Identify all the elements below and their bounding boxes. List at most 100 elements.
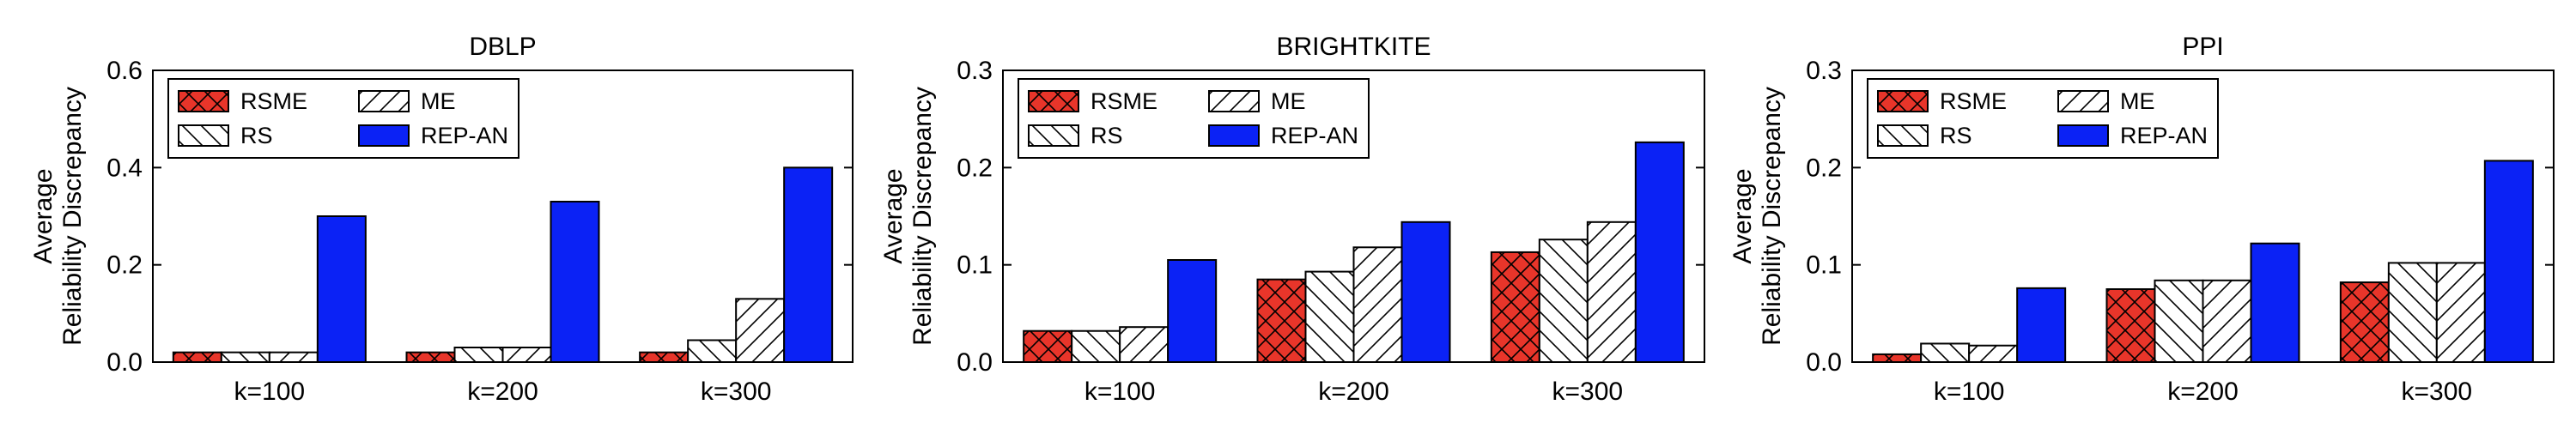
plot-frame: [152, 69, 854, 363]
y-tick-label: 0.0: [1806, 348, 1842, 377]
legend-swatch-rep-an: [358, 124, 410, 147]
legend-label: ME: [2120, 88, 2155, 114]
x-tick-label: k=100: [1084, 378, 1156, 406]
legend: RSME ME RS REP-AN: [167, 78, 519, 159]
legend-swatch-rsme: [1028, 90, 1079, 112]
y-tick-label: 0.2: [1806, 154, 1842, 182]
legend-label: ME: [1271, 88, 1306, 114]
y-tick-label: 0.0: [957, 348, 993, 377]
bar-rs-k300: [2387, 262, 2438, 363]
y-axis-label-line: Reliability Discrepancy: [908, 87, 937, 346]
chart-panel-dblp: DBLP Average Reliability Discrepancy 0.0 0.2…: [29, 33, 854, 406]
bar-rsme-k200: [2105, 288, 2156, 363]
legend-label: RSME: [1940, 88, 2007, 114]
bar-rs-k100: [1920, 342, 1971, 364]
y-tick-label: 0.2: [106, 251, 143, 280]
x-tick-label: k=200: [2167, 378, 2239, 406]
y-axis-label-line: Average: [1728, 168, 1757, 263]
bar-rs-k300: [1538, 239, 1589, 364]
legend: RSME ME RS REP-AN: [1018, 78, 1370, 159]
y-tick-label: 0.3: [957, 57, 993, 85]
legend-label: REP-AN: [421, 123, 508, 148]
legend-label: REP-AN: [1271, 123, 1358, 148]
legend-swatch-rep-an: [2057, 124, 2109, 147]
bar-rsme-k100: [172, 351, 222, 363]
legend-label: REP-AN: [2120, 123, 2208, 148]
chart-panel-brightkite: BRIGHTKITE Average Reliability Discrepancy…: [879, 33, 1705, 406]
y-axis-label-line: Reliability Discrepancy: [58, 87, 87, 346]
bar-me-k200: [1352, 246, 1403, 363]
bar-rep-an-k300: [2483, 160, 2534, 363]
x-tick-label: k=100: [1934, 378, 2005, 406]
y-axis-label: Average Reliability Discrepancy: [1728, 87, 1786, 346]
bar-me-k100: [268, 351, 319, 363]
legend-swatch-rs: [178, 124, 229, 147]
bar-rs-k100: [220, 351, 270, 363]
bar-rep-an-k100: [316, 215, 367, 363]
plot-frame: [1851, 69, 2555, 363]
legend-swatch-rs: [1877, 124, 1929, 147]
x-tick-label: k=200: [1318, 378, 1389, 406]
legend-swatch-rsme: [1877, 90, 1929, 112]
bar-me-k100: [1119, 326, 1170, 364]
x-tick-label: k=200: [467, 378, 538, 406]
legend-label: RSME: [1091, 88, 1157, 114]
chart-title: DBLP: [469, 33, 536, 61]
bar-rep-an-k200: [550, 201, 600, 363]
bar-rs-k200: [1304, 270, 1355, 364]
x-tick-label: k=300: [2402, 378, 2473, 406]
legend-label: RS: [1091, 123, 1123, 148]
legend-swatch-me: [358, 90, 410, 112]
y-axis-label: Average Reliability Discrepancy: [29, 87, 87, 346]
bar-rsme-k300: [1490, 251, 1540, 363]
bar-me-k200: [2202, 279, 2252, 363]
bar-me-k300: [1586, 221, 1637, 363]
chart-panel-ppi: PPI Average Reliability Discrepancy 0.0 0.1 0…: [1728, 33, 2555, 406]
chart-title: BRIGHTKITE: [1276, 33, 1431, 61]
bar-rep-an-k200: [2250, 242, 2300, 363]
y-tick-label: 0.3: [1806, 57, 1842, 85]
bar-me-k300: [735, 298, 786, 364]
bar-rsme-k100: [1872, 353, 1923, 363]
bar-rsme-k200: [405, 351, 456, 363]
bar-rs-k300: [687, 339, 738, 363]
bar-rep-an-k200: [1400, 221, 1451, 363]
x-tick-label: k=300: [1552, 378, 1624, 406]
x-tick-label: k=100: [234, 378, 306, 406]
legend-label: ME: [421, 88, 456, 114]
bar-rs-k200: [453, 347, 504, 363]
bar-me-k100: [1968, 344, 2019, 364]
y-tick-label: 0.6: [106, 57, 143, 85]
bar-rep-an-k300: [1634, 141, 1685, 363]
legend-swatch-rs: [1028, 124, 1079, 147]
legend-swatch-rsme: [178, 90, 229, 112]
plot-frame: [1002, 69, 1705, 363]
legend-label: RSME: [240, 88, 307, 114]
bar-rsme-k300: [2339, 281, 2390, 364]
bar-rep-an-k100: [1167, 259, 1218, 363]
bar-rs-k200: [2154, 279, 2204, 363]
legend-swatch-me: [2057, 90, 2109, 112]
y-tick-label: 0.0: [106, 348, 143, 377]
y-axis-label-line: Reliability Discrepancy: [1758, 87, 1786, 346]
y-tick-label: 0.1: [957, 251, 993, 280]
x-tick-label: k=300: [701, 378, 772, 406]
bar-rep-an-k100: [2016, 287, 2067, 363]
y-tick-label: 0.2: [957, 154, 993, 182]
y-tick-label: 0.1: [1806, 251, 1842, 280]
bar-rsme-k100: [1023, 329, 1073, 364]
bar-me-k200: [501, 347, 552, 363]
chart-title: PPI: [2182, 33, 2223, 61]
bar-rep-an-k300: [783, 166, 834, 363]
bar-rsme-k200: [1256, 278, 1307, 363]
bar-rs-k100: [1071, 329, 1121, 364]
legend-label: RS: [1940, 123, 1972, 148]
legend-swatch-rep-an: [1208, 124, 1260, 147]
bar-me-k300: [2435, 262, 2486, 363]
y-axis-label: Average Reliability Discrepancy: [879, 87, 937, 346]
legend-label: RS: [240, 123, 273, 148]
y-axis-label-line: Average: [29, 168, 58, 263]
legend-swatch-me: [1208, 90, 1260, 112]
